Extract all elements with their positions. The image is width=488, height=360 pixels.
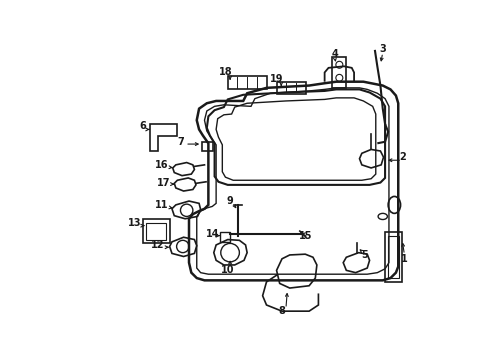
Bar (146, 222, 165, 239)
Text: 13: 13 (128, 219, 141, 228)
Text: 8: 8 (278, 306, 285, 316)
Bar (276, 82, 305, 94)
Text: 7: 7 (177, 137, 183, 147)
Text: 3: 3 (379, 44, 386, 54)
Text: 14: 14 (206, 229, 219, 239)
Text: 6: 6 (139, 121, 145, 131)
Text: 1: 1 (400, 254, 407, 264)
Text: 11: 11 (155, 200, 168, 210)
Bar (227, 76, 266, 89)
Bar (387, 236, 398, 278)
Bar (142, 219, 169, 243)
Text: 10: 10 (221, 265, 234, 275)
Text: 9: 9 (226, 196, 233, 206)
Text: 12: 12 (151, 240, 164, 250)
Bar (332, 57, 346, 88)
Bar (384, 232, 401, 282)
Text: 4: 4 (331, 49, 337, 59)
Text: 19: 19 (269, 73, 283, 84)
Text: 2: 2 (398, 152, 405, 162)
Text: 5: 5 (361, 250, 367, 260)
Text: 18: 18 (218, 67, 232, 77)
Bar (220, 232, 230, 242)
Text: 15: 15 (299, 231, 312, 241)
Text: 16: 16 (155, 160, 168, 170)
Text: 17: 17 (156, 178, 170, 188)
Bar (202, 142, 213, 151)
